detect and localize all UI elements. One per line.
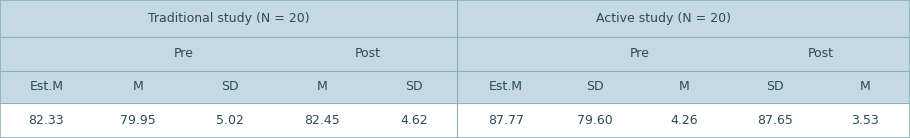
Text: 4.26: 4.26 [671,114,698,127]
Text: Post: Post [355,47,380,60]
Text: SD: SD [405,80,423,93]
Text: Est.M: Est.M [489,80,523,93]
Text: Active study (N = 20): Active study (N = 20) [596,12,731,25]
Text: M: M [679,80,690,93]
Text: M: M [860,80,871,93]
Text: Est.M: Est.M [29,80,64,93]
Bar [0,37,910,71]
Text: 79.95: 79.95 [120,114,157,127]
Text: Traditional study (N = 20): Traditional study (N = 20) [147,12,309,25]
Text: 4.62: 4.62 [400,114,428,127]
Text: 3.53: 3.53 [852,114,879,127]
Text: Pre: Pre [174,47,194,60]
Text: M: M [317,80,328,93]
Text: SD: SD [221,80,239,93]
Text: 87.77: 87.77 [488,114,524,127]
Text: 79.60: 79.60 [577,114,613,127]
Text: 82.45: 82.45 [304,114,340,127]
Bar [0,71,910,103]
Text: 5.02: 5.02 [217,114,244,127]
Bar [0,0,910,37]
Text: SD: SD [586,80,604,93]
Text: 87.65: 87.65 [757,114,794,127]
Text: SD: SD [766,80,784,93]
Bar [0,103,910,138]
Text: Post: Post [808,47,834,60]
Text: Pre: Pre [630,47,650,60]
Text: M: M [133,80,144,93]
Text: 82.33: 82.33 [28,114,65,127]
